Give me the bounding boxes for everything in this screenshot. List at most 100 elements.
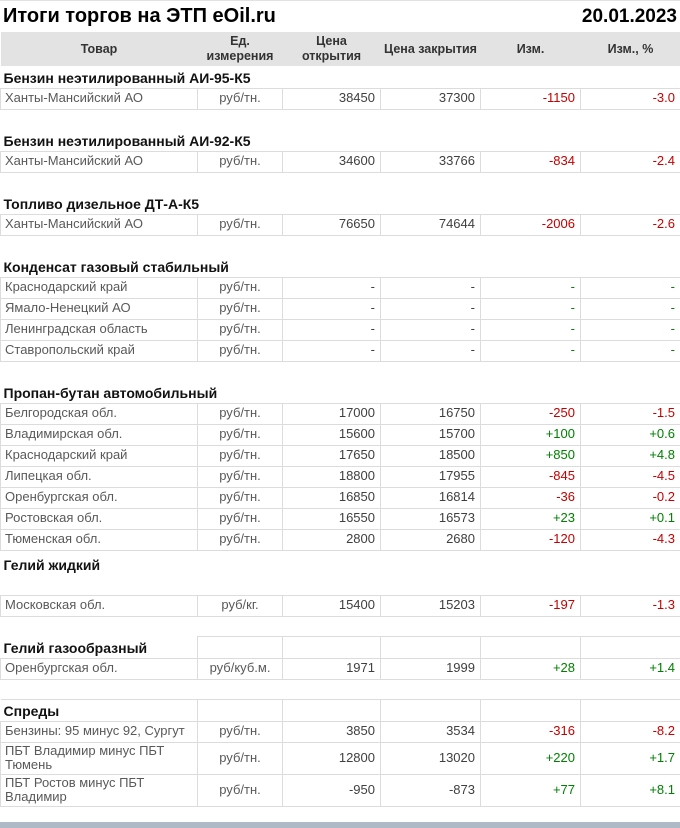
results-table: Товар Ед. измерения Цена открытия Цена закр… (0, 32, 680, 807)
close-price-cell: - (380, 318, 481, 341)
change-pct-cell: +1.7 (580, 741, 680, 775)
report-title: Итоги торгов на ЭТП eOil.ru (3, 5, 276, 27)
section-header-row: Бензин неэтилированный АИ-95-К5 (1, 66, 680, 88)
open-price-cell: 15400 (282, 594, 381, 617)
table-row: Ленинградская область руб/тн. - - - - (0, 318, 680, 341)
section-title: Гелий жидкий (3, 557, 101, 573)
change-cell: +77 (480, 773, 581, 807)
column-header: Цена открытия (282, 32, 381, 66)
section-header-empty-cell (480, 635, 581, 658)
product-cell: Тюменская обл. (0, 528, 198, 551)
table-row: Ханты-Мансийский АО руб/тн. 38450 37300 -115… (0, 87, 680, 110)
unit-cell: руб/тн. (197, 444, 283, 467)
table-row: Краснодарский край руб/тн. 17650 18500 +850 +… (0, 444, 680, 467)
change-pct-cell: -3.0 (580, 87, 680, 110)
product-cell: ПБТ Ростов минус ПБТ Владимир (0, 773, 198, 807)
change-cell: -250 (480, 402, 581, 425)
section-header-row: Гелий жидкий (1, 550, 680, 575)
unit-cell: руб/тн. (197, 741, 283, 775)
unit-cell: руб/тн. (197, 528, 283, 551)
open-price-cell: 17650 (282, 444, 381, 467)
section-header-row: Топливо дизельное ДТ-А-К5 (1, 192, 680, 214)
change-cell: +850 (480, 444, 581, 467)
report-titlebar: Итоги торгов на ЭТП eOil.ru 20.01.2023 (0, 1, 680, 32)
section-header-empty-cell (282, 635, 381, 658)
product-cell: Краснодарский край (0, 276, 198, 299)
change-cell: +28 (480, 657, 581, 680)
close-price-cell: 37300 (380, 87, 481, 110)
table-row: Владимирская обл. руб/тн. 15600 15700 +100 +0… (0, 423, 680, 446)
change-cell: +100 (480, 423, 581, 446)
change-cell: -1150 (480, 87, 581, 110)
table-row: Бензины: 95 минус 92, Сургут руб/тн. 3850 3… (0, 720, 680, 743)
gap-row (1, 361, 680, 381)
open-price-cell: 34600 (282, 150, 381, 173)
section-title: Конденсат газовый стабильный (3, 258, 229, 275)
change-pct-cell: -4.5 (580, 465, 680, 488)
column-header: Изм., % (580, 32, 680, 66)
section-title: Спреды (0, 698, 198, 721)
unit-cell: руб/тн. (197, 486, 283, 509)
open-price-cell: -950 (282, 773, 381, 807)
section-header-row: Гелий газообразный (1, 635, 680, 658)
change-pct-cell: -4.3 (580, 528, 680, 551)
unit-cell: руб/кг. (197, 594, 283, 617)
section-header-empty-cell (580, 698, 680, 721)
section-header-empty-cell (380, 698, 481, 721)
change-cell: -120 (480, 528, 581, 551)
section-header-empty-cell (197, 635, 283, 658)
product-cell: Ямало-Ненецкий АО (0, 297, 198, 320)
change-cell: -845 (480, 465, 581, 488)
section-header-row: Конденсат газовый стабильный (1, 255, 680, 277)
close-price-cell: - (380, 339, 481, 362)
gap-row (1, 616, 680, 636)
section-header-empty-cell (282, 698, 381, 721)
column-header: Изм. (480, 32, 581, 66)
close-price-cell: 33766 (380, 150, 481, 173)
unit-cell: руб/тн. (197, 773, 283, 807)
close-price-cell: 18500 (380, 444, 481, 467)
open-price-cell: 38450 (282, 87, 381, 110)
product-cell: Оренбургская обл. (0, 486, 198, 509)
unit-cell: руб/тн. (197, 87, 283, 110)
change-pct-cell: - (580, 339, 680, 362)
open-price-cell: 16550 (282, 507, 381, 530)
change-pct-cell: -2.6 (580, 213, 680, 236)
change-pct-cell: - (580, 297, 680, 320)
open-price-cell: 1971 (282, 657, 381, 680)
unit-cell: руб/тн. (197, 720, 283, 743)
close-price-cell: 15700 (380, 423, 481, 446)
close-price-cell: 17955 (380, 465, 481, 488)
change-cell: -2006 (480, 213, 581, 236)
section-title: Бензин неэтилированный АИ-92-К5 (3, 132, 251, 149)
product-cell: Липецкая обл. (0, 465, 198, 488)
bottom-accent-bar (0, 822, 680, 828)
change-cell: - (480, 339, 581, 362)
column-header: Товар (0, 32, 198, 66)
product-cell: Бензины: 95 минус 92, Сургут (0, 720, 198, 743)
change-cell: - (480, 276, 581, 299)
section-header-empty-cell (197, 698, 283, 721)
open-price-cell: 15600 (282, 423, 381, 446)
table-row: Тюменская обл. руб/тн. 2800 2680 -120 -4.3 (0, 528, 680, 551)
change-cell: - (480, 318, 581, 341)
change-pct-cell: +1.4 (580, 657, 680, 680)
product-cell: Оренбургская обл. (0, 657, 198, 680)
change-cell: - (480, 297, 581, 320)
product-cell: Владимирская обл. (0, 423, 198, 446)
unit-cell: руб/тн. (197, 339, 283, 362)
section-header-row: Пропан-бутан автомобильный (1, 381, 680, 403)
column-header-row: Товар Ед. измерения Цена открытия Цена закр… (0, 32, 680, 66)
product-cell: Краснодарский край (0, 444, 198, 467)
close-price-cell: - (380, 276, 481, 299)
unit-cell: руб/тн. (197, 423, 283, 446)
section-header-empty-cell (480, 698, 581, 721)
product-cell: ПБТ Владимир минус ПБТ Тюмень (0, 741, 198, 775)
table-row: Оренбургская обл. руб/тн. 16850 16814 -36 -0.… (0, 486, 680, 509)
close-price-cell: 1999 (380, 657, 481, 680)
close-price-cell: 2680 (380, 528, 481, 551)
change-pct-cell: +0.6 (580, 423, 680, 446)
unit-cell: руб/тн. (197, 318, 283, 341)
close-price-cell: 15203 (380, 594, 481, 617)
